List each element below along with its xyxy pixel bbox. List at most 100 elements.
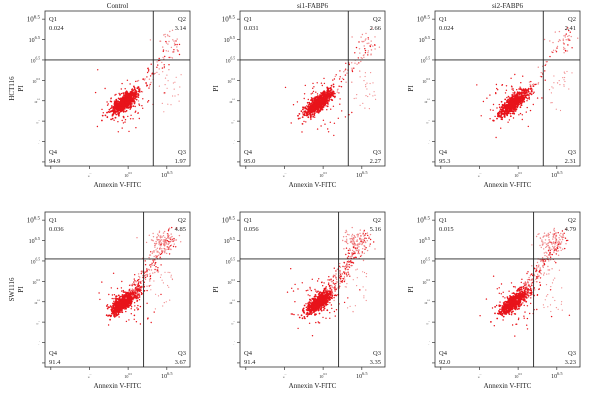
event-dot — [543, 38, 546, 41]
event-dot — [308, 302, 311, 304]
event-dot — [304, 108, 306, 110]
event-dot — [344, 74, 347, 76]
event-dot — [330, 281, 333, 283]
event-dot — [166, 34, 169, 36]
event-dot — [323, 82, 326, 85]
event-dot — [127, 115, 129, 118]
event-dot — [170, 233, 172, 235]
event-dot — [330, 278, 332, 280]
event-dot — [173, 88, 175, 90]
event-dot — [160, 245, 162, 247]
event-dot — [320, 306, 323, 308]
event-dot — [307, 294, 309, 296]
event-dot — [312, 302, 315, 305]
event-dot — [104, 114, 107, 117]
event-dot — [313, 100, 315, 103]
event-dot — [306, 309, 309, 311]
event-dot — [354, 52, 356, 54]
event-dot — [146, 273, 149, 276]
event-dot — [155, 293, 157, 295]
event-dot — [333, 283, 336, 285]
event-dot — [115, 93, 117, 96]
event-dot — [119, 110, 122, 113]
y-tick-label: 106.5 — [233, 140, 236, 145]
event-dot — [348, 266, 350, 268]
event-dot — [136, 288, 138, 290]
event-dot — [167, 236, 169, 238]
event-dot — [339, 98, 341, 100]
event-dot — [516, 93, 518, 96]
event-dot — [360, 238, 362, 240]
event-dots — [476, 27, 579, 139]
event-dot — [129, 118, 132, 120]
event-dot — [313, 106, 316, 109]
event-dot — [519, 86, 521, 88]
event-dot — [522, 93, 524, 96]
event-dot — [565, 33, 567, 35]
event-dot — [173, 243, 175, 245]
event-dot — [297, 288, 299, 290]
event-dot — [562, 39, 564, 42]
event-dot — [528, 96, 530, 99]
quadrant-q2-label: Q2 — [178, 217, 186, 224]
event-dot — [313, 98, 316, 101]
event-dot — [327, 283, 330, 286]
event-dot — [507, 110, 509, 113]
event-dot — [365, 32, 367, 35]
event-dot — [541, 97, 543, 99]
event-dot — [171, 278, 173, 280]
event-dot — [138, 88, 140, 91]
y-axis-title: PI — [212, 85, 220, 92]
event-dot — [365, 233, 367, 235]
event-dot — [110, 110, 113, 113]
event-dot — [120, 309, 122, 312]
event-dot — [112, 272, 115, 274]
event-dot — [134, 284, 137, 286]
event-dot — [168, 247, 170, 249]
event-dot — [170, 56, 172, 59]
event-dot — [168, 56, 170, 59]
event-dot — [366, 82, 368, 84]
event-dot — [328, 290, 331, 293]
event-dot — [294, 301, 296, 303]
event-dot — [343, 277, 346, 279]
event-dot — [133, 296, 135, 299]
event-dot — [340, 275, 343, 277]
event-dot — [303, 110, 306, 113]
event-dot — [143, 79, 146, 81]
event-dot — [339, 70, 341, 72]
event-dot — [121, 106, 124, 109]
event-dot — [168, 35, 171, 38]
event-dot — [563, 46, 565, 49]
event-dot — [489, 94, 491, 96]
event-dot — [358, 246, 360, 248]
event-dot — [365, 95, 367, 97]
event-dot — [169, 30, 171, 33]
event-dot — [151, 72, 154, 74]
event-dot — [347, 271, 349, 273]
event-dot — [117, 121, 119, 123]
event-dot — [133, 102, 136, 105]
event-dot — [366, 249, 369, 252]
event-dot — [115, 113, 118, 116]
event-dot — [324, 92, 326, 94]
event-dot — [133, 85, 135, 88]
event-dot — [303, 97, 305, 100]
event-dot — [341, 110, 343, 112]
event-dot — [137, 304, 139, 307]
quadrant-q1-value: 0.036 — [49, 226, 64, 233]
event-dot — [549, 40, 551, 42]
event-dot — [141, 271, 143, 273]
event-dot — [113, 294, 116, 296]
event-dot — [364, 49, 367, 52]
event-dot — [316, 307, 319, 309]
event-dot — [549, 55, 551, 58]
event-dot — [519, 99, 522, 102]
event-dot — [312, 82, 314, 85]
event-dot — [306, 101, 309, 104]
event-dot — [320, 291, 322, 293]
event-dot — [361, 33, 364, 36]
event-dot — [346, 261, 348, 263]
event-dot — [170, 248, 172, 250]
